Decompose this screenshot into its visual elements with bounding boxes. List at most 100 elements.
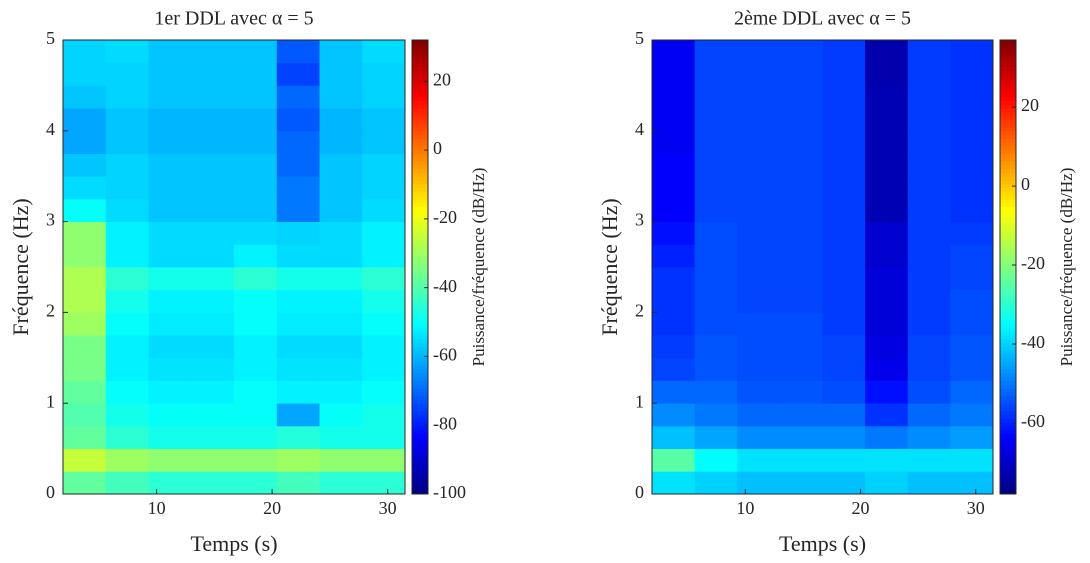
colorbar-swatch	[412, 380, 428, 385]
cell	[950, 425, 994, 449]
cell	[191, 289, 235, 313]
cell	[234, 448, 278, 472]
colorbar-swatch	[1000, 96, 1016, 102]
cell	[191, 176, 235, 200]
cell	[907, 62, 951, 86]
cell	[276, 40, 320, 64]
cell	[191, 403, 235, 427]
colorbar-tick-label: 0	[433, 138, 442, 158]
colorbar-swatch	[1000, 55, 1016, 60]
cell	[865, 357, 909, 381]
colorbar-swatch	[1000, 62, 1016, 67]
cell	[63, 244, 107, 268]
y-tick-label: 4	[46, 119, 55, 139]
cell	[737, 289, 781, 313]
colorbar-swatch	[412, 444, 428, 450]
colorbar-swatch	[1000, 414, 1016, 419]
colorbar-swatch	[1000, 274, 1016, 279]
cell	[319, 176, 363, 200]
colorbar-swatch	[412, 198, 428, 204]
colorbar-swatch	[412, 134, 428, 139]
cell	[779, 40, 823, 64]
cell	[694, 198, 738, 222]
cell	[276, 267, 320, 291]
cell	[865, 198, 909, 222]
cell	[191, 198, 235, 222]
cell	[234, 40, 278, 64]
colorbar-swatch	[1000, 316, 1016, 321]
cell	[63, 153, 107, 177]
cell	[148, 108, 192, 132]
cell	[737, 221, 781, 245]
cell	[319, 108, 363, 132]
colorbar-swatch	[412, 376, 428, 381]
colorbar-swatch	[412, 331, 428, 336]
colorbar-swatch	[1000, 47, 1016, 52]
cell	[822, 198, 866, 222]
colorbar-swatch	[412, 418, 428, 423]
cell	[950, 198, 994, 222]
cell	[362, 85, 406, 109]
colorbar-swatch	[412, 282, 428, 287]
colorbar-swatch	[1000, 142, 1016, 147]
cell	[63, 335, 107, 359]
cell	[779, 380, 823, 404]
cell	[907, 335, 951, 359]
colorbar-swatch	[412, 327, 428, 332]
cell	[191, 221, 235, 245]
colorbar-swatch	[412, 145, 428, 151]
cell	[652, 448, 696, 472]
colorbar-tick-label: -20	[1021, 253, 1045, 273]
cell	[234, 108, 278, 132]
colorbar-swatch	[1000, 429, 1016, 434]
y-tick-label: 3	[46, 210, 55, 230]
colorbar-swatch	[412, 323, 428, 329]
colorbar-swatch	[1000, 293, 1016, 298]
cell	[148, 425, 192, 449]
colorbar-tick-label: -40	[1021, 332, 1045, 352]
cell	[319, 335, 363, 359]
colorbar-swatch	[1000, 187, 1016, 192]
cell	[276, 403, 320, 427]
cell	[63, 357, 107, 381]
colorbar-swatch	[412, 66, 428, 71]
cell	[105, 289, 149, 313]
cell	[652, 425, 696, 449]
cell	[148, 62, 192, 86]
cell	[865, 108, 909, 132]
colorbar-swatch	[412, 217, 428, 223]
cell	[907, 198, 951, 222]
cell	[907, 448, 951, 472]
colorbar-swatch	[1000, 138, 1016, 143]
colorbar-swatch	[1000, 232, 1016, 238]
cell	[950, 108, 994, 132]
x-tick-label: 30	[967, 498, 985, 518]
colorbar-label: Puissance/fréquence (dB/Hz)	[1057, 168, 1076, 367]
colorbar-swatch	[1000, 433, 1016, 438]
colorbar-swatch	[412, 414, 428, 419]
colorbar-swatch	[1000, 391, 1016, 397]
colorbar-tick-label: 0	[1021, 174, 1030, 194]
cell	[148, 198, 192, 222]
x-tick-label: 30	[379, 498, 397, 518]
cell	[276, 448, 320, 472]
colorbar-swatch	[412, 85, 428, 90]
cell	[779, 448, 823, 472]
cell	[950, 85, 994, 109]
colorbar-swatch	[412, 297, 428, 302]
colorbar-swatch	[412, 293, 428, 298]
cell	[822, 108, 866, 132]
cell	[737, 335, 781, 359]
colorbar-swatch	[1000, 282, 1016, 287]
cell	[950, 221, 994, 245]
cell	[276, 380, 320, 404]
colorbar-swatch	[412, 448, 428, 453]
cell	[779, 335, 823, 359]
cell	[105, 425, 149, 449]
colorbar-swatch	[1000, 81, 1016, 86]
cell	[907, 176, 951, 200]
cell	[319, 244, 363, 268]
colorbar-swatch	[1000, 267, 1016, 272]
colorbar-swatch	[412, 270, 428, 276]
colorbar-tick-label: -60	[1021, 411, 1045, 431]
